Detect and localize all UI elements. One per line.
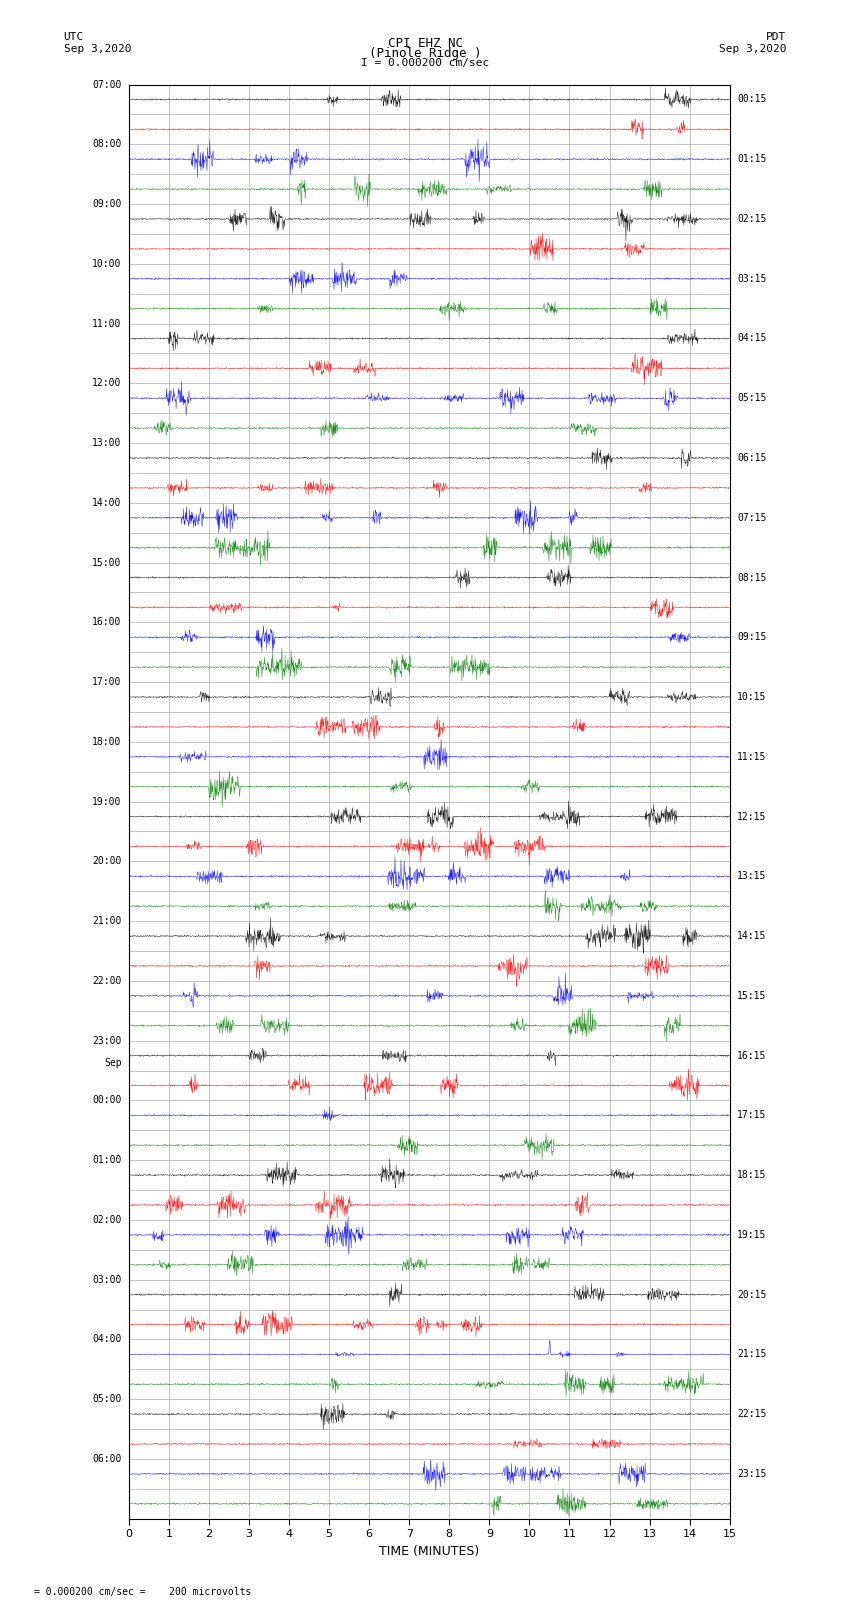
Text: 16:00: 16:00: [92, 618, 122, 627]
Text: Sep 3,2020: Sep 3,2020: [719, 44, 786, 53]
Text: 14:00: 14:00: [92, 498, 122, 508]
Text: (Pinole Ridge ): (Pinole Ridge ): [369, 47, 481, 60]
Text: 03:00: 03:00: [92, 1274, 122, 1284]
Text: 17:15: 17:15: [737, 1110, 767, 1121]
Text: 03:15: 03:15: [737, 274, 767, 284]
X-axis label: TIME (MINUTES): TIME (MINUTES): [379, 1545, 479, 1558]
Text: 02:00: 02:00: [92, 1215, 122, 1224]
Text: 09:00: 09:00: [92, 198, 122, 210]
Text: 20:15: 20:15: [737, 1290, 767, 1300]
Text: 23:00: 23:00: [92, 1036, 122, 1045]
Text: 14:15: 14:15: [737, 931, 767, 940]
Text: 23:15: 23:15: [737, 1469, 767, 1479]
Text: 05:15: 05:15: [737, 394, 767, 403]
Text: 18:15: 18:15: [737, 1169, 767, 1181]
Text: 15:00: 15:00: [92, 558, 122, 568]
Text: 19:15: 19:15: [737, 1229, 767, 1240]
Text: 10:00: 10:00: [92, 258, 122, 269]
Text: 07:00: 07:00: [92, 79, 122, 89]
Text: PDT: PDT: [766, 32, 786, 42]
Text: 12:00: 12:00: [92, 379, 122, 389]
Text: 01:00: 01:00: [92, 1155, 122, 1165]
Text: 22:15: 22:15: [737, 1410, 767, 1419]
Text: 12:15: 12:15: [737, 811, 767, 821]
Text: 22:00: 22:00: [92, 976, 122, 986]
Text: 06:15: 06:15: [737, 453, 767, 463]
Text: 00:15: 00:15: [737, 95, 767, 105]
Text: 08:15: 08:15: [737, 573, 767, 582]
Text: 13:15: 13:15: [737, 871, 767, 881]
Text: 11:15: 11:15: [737, 752, 767, 761]
Text: 13:00: 13:00: [92, 439, 122, 448]
Text: 07:15: 07:15: [737, 513, 767, 523]
Text: 04:00: 04:00: [92, 1334, 122, 1344]
Text: 04:15: 04:15: [737, 334, 767, 344]
Text: 06:00: 06:00: [92, 1453, 122, 1465]
Text: 18:00: 18:00: [92, 737, 122, 747]
Text: 21:15: 21:15: [737, 1350, 767, 1360]
Text: 15:15: 15:15: [737, 990, 767, 1000]
Text: 08:00: 08:00: [92, 139, 122, 150]
Text: I = 0.000200 cm/sec: I = 0.000200 cm/sec: [361, 58, 489, 68]
Text: 20:00: 20:00: [92, 857, 122, 866]
Text: Sep: Sep: [104, 1058, 122, 1068]
Text: 02:15: 02:15: [737, 215, 767, 224]
Text: 16:15: 16:15: [737, 1050, 767, 1061]
Text: 17:00: 17:00: [92, 677, 122, 687]
Text: 10:15: 10:15: [737, 692, 767, 702]
Text: 11:00: 11:00: [92, 318, 122, 329]
Text: 00:00: 00:00: [92, 1095, 122, 1105]
Text: CPI EHZ NC: CPI EHZ NC: [388, 37, 462, 50]
Text: 21:00: 21:00: [92, 916, 122, 926]
Text: 01:15: 01:15: [737, 155, 767, 165]
Text: = 0.000200 cm/sec =    200 microvolts: = 0.000200 cm/sec = 200 microvolts: [34, 1587, 252, 1597]
Text: 09:15: 09:15: [737, 632, 767, 642]
Text: 19:00: 19:00: [92, 797, 122, 806]
Text: Sep 3,2020: Sep 3,2020: [64, 44, 131, 53]
Text: 05:00: 05:00: [92, 1394, 122, 1405]
Text: UTC: UTC: [64, 32, 84, 42]
